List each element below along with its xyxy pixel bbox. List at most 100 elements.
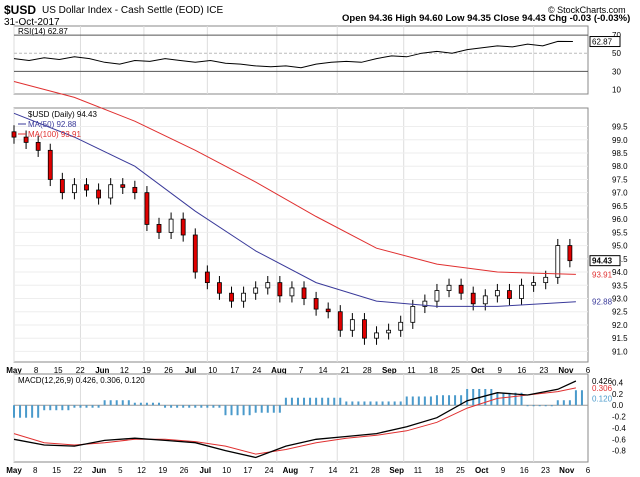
macd-histogram-bar	[206, 405, 209, 408]
signal-value-label: 0.306	[592, 384, 613, 393]
price-y-tick: 93.5	[612, 281, 628, 290]
rsi-y-tick: 30	[612, 67, 621, 76]
macd-frame	[13, 373, 589, 463]
macd-histogram-bar	[466, 388, 469, 406]
price-y-tick: 91.5	[612, 334, 628, 343]
macd-histogram-bar	[37, 405, 40, 418]
x-tick-label: 6	[586, 366, 591, 375]
x-tick-label: 23	[541, 466, 550, 475]
rsi-y-tick: 50	[612, 49, 621, 58]
last-price-label: 94.43	[592, 257, 613, 266]
x-tick-label: 11	[414, 466, 423, 475]
macd-histogram-bar	[73, 405, 76, 408]
candle-down	[507, 290, 512, 299]
macd-histogram-bar	[127, 400, 130, 406]
x-tick-label: 17	[230, 366, 239, 375]
ma50-legend: MA(50) 92.88	[28, 120, 77, 129]
candle-down	[217, 282, 222, 294]
x-tick-label: 15	[54, 366, 63, 375]
x-tick-label: Sep	[389, 466, 404, 475]
candle-up	[386, 329, 392, 334]
macd-histogram-bar	[85, 405, 88, 408]
x-tick-label: Nov	[559, 466, 575, 475]
stockcharts-brand: © StockCharts.com	[548, 5, 626, 15]
price-y-tick: 98.5	[612, 149, 628, 158]
macd-histogram-bar	[145, 402, 148, 406]
macd-histogram-bar	[574, 390, 577, 406]
candle-down	[362, 319, 367, 339]
macd-histogram-bar	[496, 392, 499, 406]
x-tick-label: Sep	[382, 366, 397, 375]
macd-histogram-bar	[351, 401, 354, 406]
macd-histogram-bar	[315, 397, 318, 406]
x-tick-label: 10	[222, 466, 231, 475]
macd-histogram-bar	[139, 402, 142, 406]
chart-date: 31-Oct-2017	[4, 17, 60, 28]
macd-histogram-bar	[454, 395, 457, 406]
x-tick-label: 14	[328, 466, 337, 475]
ma50-value-label: 92.88	[592, 298, 613, 307]
macd-histogram-bar	[91, 405, 94, 408]
x-tick-label: 7	[299, 366, 304, 375]
x-tick-label: May	[6, 466, 22, 475]
candle-up	[482, 295, 488, 305]
rsi-value-tag	[589, 36, 621, 48]
price-y-tick: 98.0	[612, 162, 628, 171]
price-panel: 91.091.592.092.593.093.594.094.595.095.5…	[6, 81, 628, 375]
price-y-tick: 96.0	[612, 215, 628, 224]
candle-down	[567, 245, 573, 262]
x-tick-label: 18	[429, 366, 438, 375]
candle-down	[47, 149, 53, 180]
x-tick-label: 19	[142, 366, 151, 375]
x-tick-label: 5	[118, 466, 123, 475]
macd-histogram-bar	[55, 405, 58, 411]
x-tick-label: Jul	[185, 366, 197, 375]
macd-histogram-bar	[568, 400, 571, 406]
candle-down	[96, 189, 101, 199]
rsi-y-tick: 10	[612, 85, 621, 94]
macd-histogram-bar	[248, 405, 251, 416]
macd-histogram-bar	[121, 400, 124, 406]
price-y-tick: 96.5	[612, 202, 628, 211]
macd-histogram-bar	[266, 405, 269, 413]
ma100-legend: MA(100) 93.91	[28, 130, 81, 139]
macd-histogram-bar	[194, 405, 197, 408]
macd-histogram-bar	[303, 397, 306, 406]
macd-histogram-bar	[284, 397, 287, 406]
macd-signal-line	[13, 387, 577, 455]
candle-down	[470, 292, 476, 305]
price-y-tick: 97.5	[612, 175, 628, 184]
x-tick-label: 17	[243, 466, 252, 475]
macd-histogram-bar	[67, 405, 70, 411]
candle-down	[132, 186, 138, 194]
macd-histogram-bar	[236, 405, 239, 416]
x-tick-label: 12	[120, 366, 129, 375]
macd-legend: MACD(12,26,9) 0.426, 0.306, 0.120	[18, 376, 145, 385]
macd-histogram-bar	[43, 405, 46, 411]
candle-up	[410, 306, 416, 323]
macd-histogram-bar	[556, 400, 559, 406]
x-tick-label: 15	[52, 466, 61, 475]
x-tick-label: Aug	[271, 366, 287, 375]
x-tick-label: Jun	[92, 466, 106, 475]
x-tick-label: 7	[309, 466, 314, 475]
ma100-line	[13, 81, 576, 275]
x-tick-label: 26	[164, 366, 173, 375]
price-y-tick: 95.0	[612, 242, 628, 251]
macd-histogram-bar	[296, 397, 299, 406]
x-tick-label: 6	[586, 466, 591, 475]
candle-up	[446, 284, 452, 291]
candle-up	[289, 287, 295, 297]
macd-line	[13, 380, 577, 459]
macd-histogram-bar	[115, 400, 118, 406]
x-tick-label: 21	[350, 466, 359, 475]
macd-histogram-bar	[411, 396, 414, 406]
macd-histogram-bar	[441, 395, 444, 406]
macd-histogram-bar	[387, 401, 390, 406]
macd-histogram-bar	[514, 392, 517, 406]
price-y-tick: 97.0	[612, 189, 628, 198]
candle-down	[192, 234, 198, 273]
price-y-tick: 93.0	[612, 295, 628, 304]
